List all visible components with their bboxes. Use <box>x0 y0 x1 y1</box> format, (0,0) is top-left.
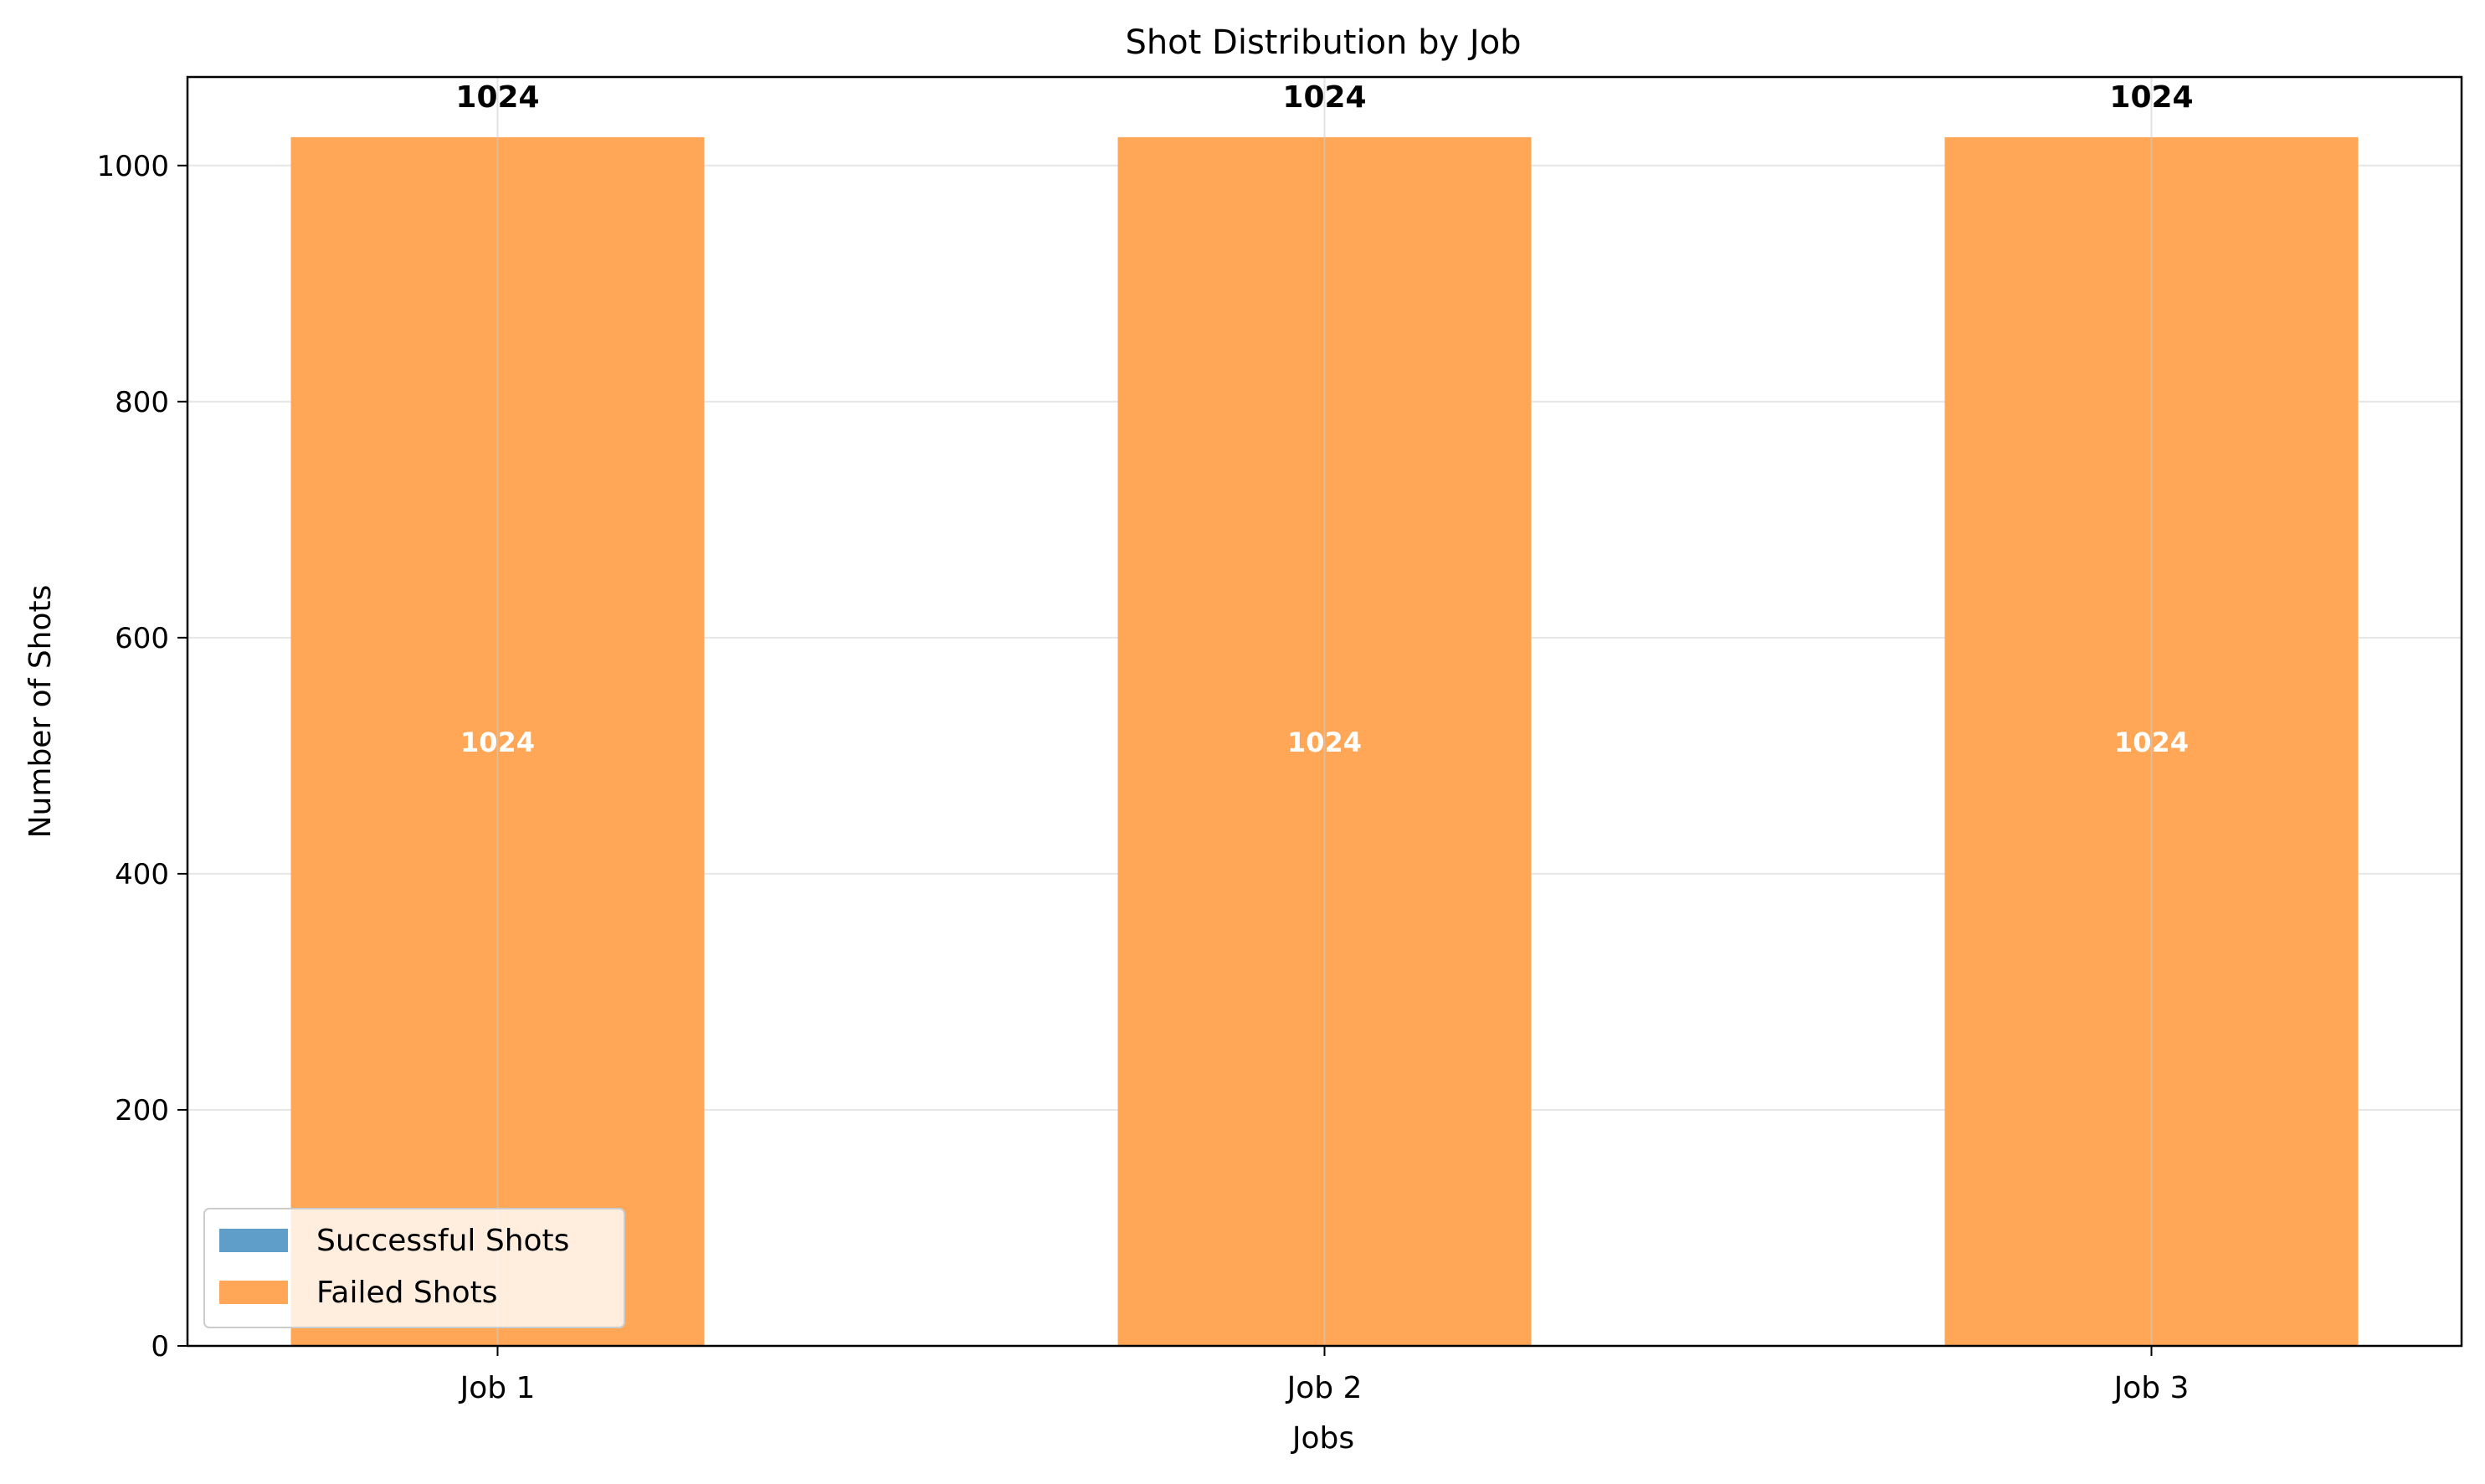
legend-label-failed-shots: Failed Shots <box>316 1276 497 1310</box>
chart-title: Shot Distribution by Job <box>1125 23 1521 62</box>
x-tick-label: Job 2 <box>1286 1371 1363 1405</box>
segment-label: 1024 <box>2114 727 2189 758</box>
legend-swatch-failed-shots <box>219 1281 288 1304</box>
data-labels: 1024 1024 1024 1024 1024 1024 <box>455 77 2194 1346</box>
segment-label: 1024 <box>460 727 535 758</box>
y-tick-label: 600 <box>115 622 169 655</box>
legend-box <box>203 1208 625 1328</box>
x-tick-label: Job 1 <box>459 1371 536 1405</box>
y-tick-label: 800 <box>115 386 169 419</box>
y-axis-label: Number of Shots <box>23 585 58 839</box>
segment-label: 1024 <box>1287 727 1362 758</box>
total-label: 1024 <box>1282 80 1366 115</box>
legend-label-successful-shots: Successful Shots <box>316 1224 569 1258</box>
y-tick-label: 1000 <box>96 150 169 183</box>
y-tick-label: 0 <box>151 1330 169 1363</box>
axes: 0 200 400 600 800 1000 Job 1 Job 2 Job 3 <box>96 75 2463 1405</box>
total-label: 1024 <box>455 80 539 115</box>
y-tick-label: 200 <box>115 1094 169 1127</box>
x-tick-label: Job 3 <box>2113 1371 2190 1405</box>
y-tick-label: 400 <box>115 858 169 891</box>
total-label: 1024 <box>2109 80 2193 115</box>
legend: Successful Shots Failed Shots <box>203 1208 625 1328</box>
legend-swatch-successful-shots <box>219 1229 288 1252</box>
x-axis-label: Jobs <box>1291 1421 1354 1456</box>
